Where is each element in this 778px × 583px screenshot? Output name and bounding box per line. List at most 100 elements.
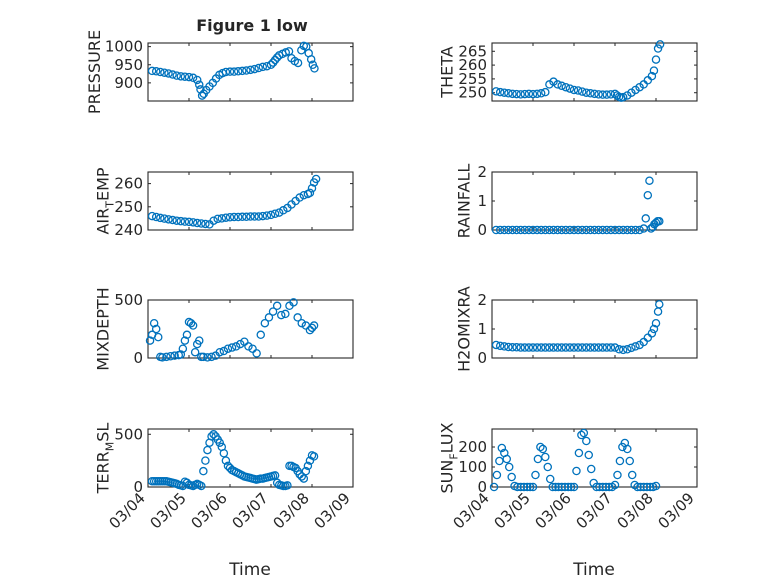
data-point: [627, 470, 637, 480]
y-tick-label: 1000: [105, 38, 143, 56]
data-point: [254, 63, 263, 73]
y-tick-label: 260: [114, 175, 143, 193]
data-point: [598, 343, 607, 352]
y-tick-label: 1: [477, 192, 487, 210]
data-point: [244, 342, 253, 351]
data-point: [541, 343, 550, 352]
data-point: [633, 482, 642, 492]
data-point: [618, 92, 628, 102]
data-point: [492, 470, 502, 480]
data-point: [199, 466, 208, 476]
data-point: [309, 321, 319, 330]
data-point: [543, 462, 553, 472]
data-point: [631, 225, 640, 235]
data-point: [182, 330, 192, 340]
data-point: [590, 89, 599, 99]
data-point: [536, 89, 546, 98]
y-axis-label: TERRMSL: [94, 423, 117, 495]
data-point: [151, 324, 161, 334]
data-point: [164, 215, 173, 224]
data-point: [561, 82, 571, 92]
data-point: [168, 70, 177, 79]
data-point: [276, 310, 286, 320]
axes-box: [491, 299, 698, 359]
data-point: [310, 64, 319, 73]
data-point: [217, 214, 227, 223]
data-point: [569, 85, 579, 95]
data-point: [192, 75, 202, 85]
data-point: [549, 343, 558, 352]
data-point: [647, 329, 657, 338]
data-point: [500, 342, 509, 351]
data-point: [594, 343, 603, 352]
data-point: [307, 183, 317, 193]
data-point: [590, 225, 599, 235]
data-point: [574, 448, 584, 458]
data-point: [289, 298, 298, 307]
data-point: [582, 436, 591, 446]
data-point: [301, 466, 311, 476]
data-point: [231, 342, 241, 351]
data-point: [504, 89, 513, 98]
data-point: [594, 90, 603, 99]
x-axis-label-left: Time: [228, 560, 271, 580]
data-point: [219, 346, 229, 356]
data-point: [184, 72, 194, 82]
data-point: [160, 214, 169, 223]
data-point: [254, 212, 263, 221]
data-point: [223, 344, 233, 353]
data-point: [197, 481, 206, 491]
data-point: [229, 212, 239, 222]
data-point: [601, 482, 611, 492]
data-point: [569, 343, 579, 352]
data-point: [592, 482, 601, 492]
data-point: [606, 90, 616, 99]
data-point: [489, 482, 499, 492]
data-point: [508, 89, 517, 99]
data-point: [262, 61, 272, 71]
data-point: [190, 347, 200, 357]
data-point: [194, 336, 204, 345]
data-point: [516, 90, 525, 99]
data-point: [598, 225, 607, 235]
data-point: [565, 343, 575, 352]
data-point: [532, 89, 542, 99]
y-axis-label-main: TERR: [94, 451, 113, 494]
y-tick-label: 0: [477, 478, 487, 496]
data-point: [203, 353, 212, 362]
data-point: [613, 470, 622, 480]
data-point: [168, 215, 177, 225]
data-point: [252, 349, 261, 358]
data-point: [283, 481, 292, 490]
data-point: [586, 464, 596, 474]
data-point: [256, 330, 265, 340]
data-point: [156, 67, 165, 77]
data-point: [307, 323, 317, 333]
data-point: [572, 466, 581, 476]
data-point: [201, 219, 210, 229]
data-series: [491, 300, 664, 355]
y-tick-label: 240: [114, 221, 143, 239]
data-point: [577, 225, 587, 235]
data-series: [491, 40, 665, 102]
data-point: [520, 225, 530, 235]
data-point: [516, 343, 525, 352]
data-point: [297, 318, 306, 328]
data-point: [520, 89, 530, 99]
data-point: [545, 474, 555, 484]
axes-box: [147, 171, 354, 231]
data-point: [533, 454, 543, 464]
data-point: [643, 190, 653, 200]
data-point: [500, 88, 509, 97]
data-point: [577, 343, 587, 352]
data-point: [649, 324, 659, 334]
y-axis-label: MIXDEPTH: [94, 287, 113, 370]
y-axis-label-subscript: F: [448, 453, 461, 459]
data-point: [623, 444, 632, 454]
data-point: [306, 55, 316, 64]
data-point: [207, 352, 216, 362]
data-point: [573, 343, 583, 352]
data-point: [579, 428, 589, 438]
